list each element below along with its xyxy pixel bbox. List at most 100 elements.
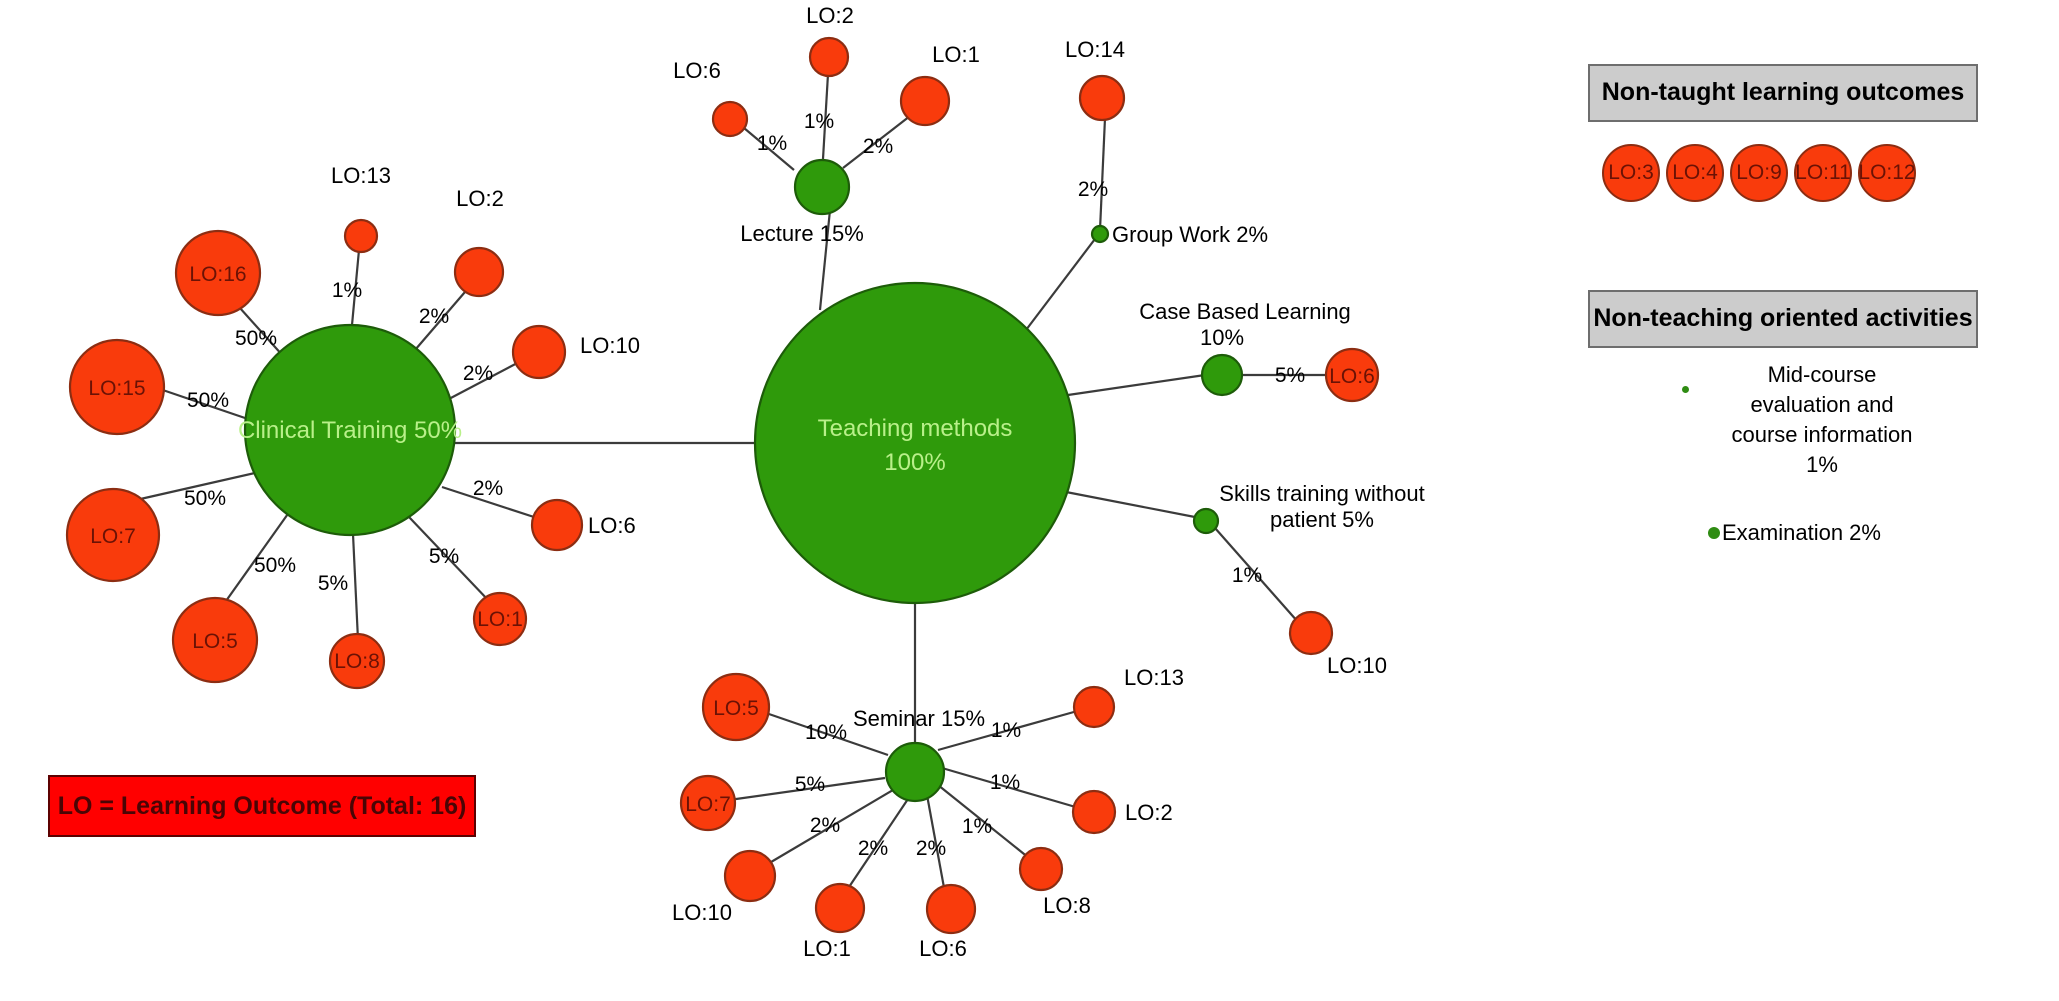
case-based-lo6-circle[interactable] xyxy=(1324,347,1380,403)
node-group-work[interactable]: Group Work 2% xyxy=(1090,222,1268,247)
node-clinical-training[interactable]: Clinical Training 50% xyxy=(238,323,462,537)
lo16-circle[interactable] xyxy=(174,229,262,317)
seminar-outcome-lo1[interactable]: LO:1 2% xyxy=(803,837,888,961)
lo15-inner-label: LO:15 xyxy=(88,377,145,400)
clinical-outcome-lo16[interactable]: LO:16 50% xyxy=(174,229,277,350)
seminar-lo8-circle[interactable] xyxy=(1018,846,1064,892)
seminar-outcome-lo10[interactable]: LO:10 2% xyxy=(672,814,840,925)
non-taught-chip-row: LO:3 LO:4 LO:9 LO:11 LO:12 xyxy=(1588,144,1978,202)
lecture-outcome-lo1[interactable]: LO:1 2% xyxy=(863,42,980,158)
seminar-lo7-inner-label: LO:7 xyxy=(685,793,731,816)
lecture-lo1-circle[interactable] xyxy=(899,75,951,127)
group-work-outcome-lo14[interactable]: LO:14 2% xyxy=(1065,37,1126,201)
teaching-methods-label-line2: 100% xyxy=(884,449,945,476)
lecture-label: Lecture 15% xyxy=(740,221,864,246)
lo1-circle[interactable] xyxy=(472,591,528,647)
node-skills-training[interactable]: Skills training without patient 5% xyxy=(1192,481,1425,535)
activity-examination[interactable]: Examination 2% xyxy=(1708,518,1881,548)
group-work-circle[interactable] xyxy=(1090,224,1110,244)
non-taught-chip-lo3[interactable]: LO:3 xyxy=(1602,144,1660,202)
mid-course-line1: Mid-course xyxy=(1767,362,1877,387)
seminar-outcome-lo8[interactable]: LO:8 1% xyxy=(962,815,1091,918)
group-work-label: Group Work 2% xyxy=(1112,222,1268,247)
seminar-lo8-label: LO:8 xyxy=(1043,893,1091,918)
edge-weight-clinical-lo6: 2% xyxy=(473,477,503,500)
seminar-label: Seminar 15% xyxy=(853,706,985,731)
edge-clinical-lo7 xyxy=(135,471,256,502)
skills-lo10-circle[interactable] xyxy=(1288,610,1334,656)
node-seminar[interactable]: Seminar 15% xyxy=(853,706,985,803)
case-based-circle[interactable] xyxy=(1200,353,1244,397)
edge-clinical-lo5 xyxy=(220,510,291,609)
seminar-lo10-label: LO:10 xyxy=(672,900,732,925)
lo2-label: LO:2 xyxy=(456,186,504,211)
lo1-inner-label: LO:1 xyxy=(477,608,523,631)
lo15-circle[interactable] xyxy=(68,338,166,436)
case-based-label-line2: 10% xyxy=(1200,325,1244,350)
non-taught-chip-lo9[interactable]: LO:9 xyxy=(1730,144,1788,202)
clinical-outcome-lo1[interactable]: LO:1 5% xyxy=(429,545,528,647)
non-teaching-panel-title: Non-teaching oriented activities xyxy=(1588,290,1978,348)
lo5-circle[interactable] xyxy=(171,596,259,684)
seminar-outcome-lo6[interactable]: LO:6 2% xyxy=(916,837,977,961)
non-taught-chip-lo12[interactable]: LO:12 xyxy=(1858,144,1916,202)
lo6-circle[interactable] xyxy=(530,498,584,552)
edge-lecture-lo6 xyxy=(743,127,795,171)
seminar-lo1-circle[interactable] xyxy=(814,882,866,934)
edge-weight-lecture-lo6: 1% xyxy=(757,132,787,155)
lecture-outcome-lo2[interactable]: LO:2 1% xyxy=(804,3,854,133)
clinical-outcome-lo2[interactable]: LO:2 2% xyxy=(419,186,505,328)
node-case-based-learning[interactable]: Case Based Learning 10% xyxy=(1139,299,1351,397)
teaching-methods-circle[interactable] xyxy=(753,281,1077,605)
node-teaching-methods[interactable]: Teaching methods 100% xyxy=(753,281,1077,605)
seminar-outcome-lo13[interactable]: LO:13 1% xyxy=(991,665,1184,742)
edge-weight-seminar-lo1: 2% xyxy=(858,837,888,860)
group-work-lo14-circle[interactable] xyxy=(1078,74,1126,122)
clinical-outcome-lo13[interactable]: LO:13 1% xyxy=(331,163,391,302)
lecture-outcome-lo6[interactable]: LO:6 1% xyxy=(673,58,787,155)
clinical-outcome-lo8[interactable]: LO:8 5% xyxy=(318,572,386,690)
seminar-lo6-circle[interactable] xyxy=(925,883,977,935)
seminar-lo13-circle[interactable] xyxy=(1072,685,1116,729)
lo10-circle[interactable] xyxy=(511,324,567,380)
case-based-outcome-lo6[interactable]: LO:6 5% xyxy=(1275,347,1380,403)
non-taught-panel-title: Non-taught learning outcomes xyxy=(1588,64,1978,122)
skills-outcome-lo10[interactable]: LO:10 1% xyxy=(1232,564,1387,678)
seminar-outcome-lo7[interactable]: LO:7 5% xyxy=(679,773,825,832)
edge-weight-clinical-lo13: 1% xyxy=(332,279,362,302)
clinical-outcome-lo10[interactable]: LO:10 2% xyxy=(463,324,640,385)
edge-weight-seminar-lo7: 5% xyxy=(795,773,825,796)
case-based-lo6-inner-label: LO:6 xyxy=(1329,365,1375,388)
activity-mid-course-evaluation[interactable]: Mid-course evaluation and course informa… xyxy=(1682,360,1982,480)
lo7-circle[interactable] xyxy=(65,487,161,583)
skills-training-circle[interactable] xyxy=(1192,507,1220,535)
lo2-circle[interactable] xyxy=(453,246,505,298)
seminar-lo7-circle[interactable] xyxy=(679,774,737,832)
clinical-training-circle[interactable] xyxy=(243,323,457,537)
seminar-circle[interactable] xyxy=(884,741,946,803)
clinical-outcome-lo5[interactable]: LO:5 50% xyxy=(171,554,296,684)
edge-weight-seminar-lo2: 1% xyxy=(990,771,1020,794)
edge-clinical-lo6 xyxy=(441,485,538,520)
seminar-lo10-circle[interactable] xyxy=(723,849,777,903)
edge-lecture-lo1 xyxy=(842,115,911,169)
lecture-circle[interactable] xyxy=(793,158,851,216)
seminar-lo5-circle[interactable] xyxy=(701,672,771,742)
edge-weight-clinical-lo15: 50% xyxy=(187,389,229,412)
edge-seminar-lo1 xyxy=(846,795,911,891)
lecture-lo6-circle[interactable] xyxy=(711,100,749,138)
clinical-outcome-lo6[interactable]: LO:6 2% xyxy=(473,477,636,552)
lecture-lo2-circle[interactable] xyxy=(808,36,850,78)
non-taught-chip-lo11[interactable]: LO:11 xyxy=(1794,144,1852,202)
lo13-circle[interactable] xyxy=(343,218,379,254)
clinical-outcome-lo15[interactable]: LO:15 50% xyxy=(68,338,229,436)
lo8-circle[interactable] xyxy=(328,632,386,690)
seminar-outcome-lo5[interactable]: LO:5 10% xyxy=(701,672,847,744)
clinical-outcome-lo7[interactable]: LO:7 50% xyxy=(65,487,226,583)
seminar-lo13-label: LO:13 xyxy=(1124,665,1184,690)
non-taught-chip-lo4[interactable]: LO:4 xyxy=(1666,144,1724,202)
seminar-lo2-circle[interactable] xyxy=(1071,789,1117,835)
seminar-outcome-lo2[interactable]: LO:2 1% xyxy=(990,771,1173,835)
node-lecture[interactable]: Lecture 15% xyxy=(740,158,864,246)
